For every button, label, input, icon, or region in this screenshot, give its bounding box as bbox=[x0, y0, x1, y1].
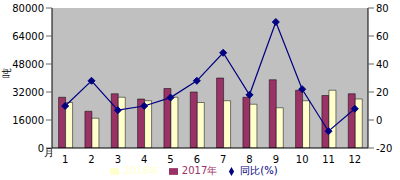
svg-text:11: 11 bbox=[322, 154, 335, 165]
svg-text:32000: 32000 bbox=[12, 87, 44, 98]
svg-text:80: 80 bbox=[376, 3, 389, 14]
svg-text:月: 月 bbox=[44, 147, 54, 158]
svg-text:16000: 16000 bbox=[12, 115, 44, 126]
svg-text:1: 1 bbox=[62, 154, 68, 165]
svg-text:-20: -20 bbox=[376, 143, 392, 154]
svg-text:48000: 48000 bbox=[12, 59, 44, 70]
svg-text:0: 0 bbox=[38, 143, 44, 154]
svg-text:64000: 64000 bbox=[12, 31, 44, 42]
svg-text:60: 60 bbox=[376, 31, 389, 42]
svg-text:3: 3 bbox=[115, 154, 121, 165]
html-text:2016年: 2016年 bbox=[123, 165, 159, 176]
svg-text:8: 8 bbox=[246, 154, 252, 165]
svg-text:2: 2 bbox=[88, 154, 94, 165]
svg-text:7: 7 bbox=[220, 154, 226, 165]
svg-text:0: 0 bbox=[376, 115, 382, 126]
svg-text:80000: 80000 bbox=[12, 3, 44, 14]
html-text:2017年: 2017年 bbox=[181, 165, 218, 176]
svg-text:5: 5 bbox=[167, 154, 173, 165]
html-text:同比(%): 同比(%) bbox=[240, 165, 278, 176]
svg-text:4: 4 bbox=[141, 154, 147, 165]
svg-text:吨: 吨 bbox=[8, 68, 12, 78]
svg-text:9: 9 bbox=[273, 154, 279, 165]
svg-text:20: 20 bbox=[376, 87, 389, 98]
svg-text:6: 6 bbox=[194, 154, 200, 165]
svg-text:40: 40 bbox=[376, 59, 389, 70]
svg-text:10: 10 bbox=[296, 154, 309, 165]
svg-text:12: 12 bbox=[348, 154, 361, 165]
